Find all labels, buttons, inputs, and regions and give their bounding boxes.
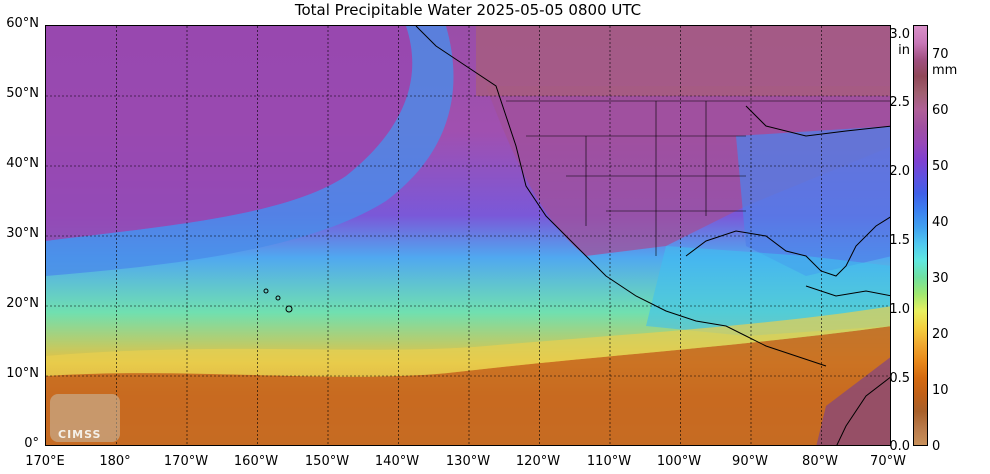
lon-label-150w: 150°W (304, 454, 350, 469)
cbar-in-tick-2-0: 2.0 (889, 164, 910, 179)
cbar-mm-tick-30: 30 (932, 271, 949, 286)
lat-label-40n: 40°N (6, 156, 39, 171)
lat-label-60n: 60°N (6, 16, 39, 31)
cbar-in-tick-2-5: 2.5 (889, 95, 910, 110)
great-lakes-outline (745, 105, 890, 137)
lat-label-10n: 10°N (6, 366, 39, 381)
lat-label-0: 0° (24, 436, 39, 451)
cbar-in-tick-0-0: 0.0 (889, 439, 910, 454)
lon-label-170w: 170°W (163, 454, 209, 469)
gulf-coastline (685, 216, 890, 277)
cbar-mm-tick-70: 70 (932, 47, 949, 62)
hawaii-island-3 (285, 305, 293, 313)
south-america-region (816, 357, 890, 445)
caribbean-outline (805, 285, 890, 297)
continental-dry-region (486, 86, 890, 256)
canada-region (476, 26, 890, 96)
dry-air-region (46, 26, 413, 241)
lon-label-170e: 170°E (25, 454, 65, 469)
map-canvas (46, 26, 890, 445)
cbar-in-tick-0-5: 0.5 (889, 371, 910, 386)
pacific-coastline (415, 26, 827, 367)
lon-label-140w: 140°W (374, 454, 420, 469)
colorbar (913, 25, 928, 446)
eastern-us-moisture (736, 126, 890, 276)
cbar-mm-tick-20: 20 (932, 327, 949, 342)
lon-label-110w: 110°W (586, 454, 632, 469)
lon-label-90w: 90°W (732, 454, 768, 469)
lat-label-20n: 20°N (6, 296, 39, 311)
itcz-wet-band (46, 326, 890, 445)
hawaii-island-2 (275, 295, 281, 301)
cbar-mm-tick-60: 60 (932, 103, 949, 118)
cbar-mm-tick-10: 10 (932, 383, 949, 398)
cimss-logo (50, 394, 120, 442)
cbar-in-tick-1-5: 1.5 (889, 233, 910, 248)
cimss-logo-text: CIMSS (58, 428, 102, 441)
cbar-in-tick-3-0: 3.0 (889, 27, 910, 42)
cbar-in-unit: in (898, 43, 910, 58)
lon-label-120w: 120°W (515, 454, 561, 469)
cbar-mm-tick-50: 50 (932, 159, 949, 174)
lon-label-130w: 130°W (445, 454, 491, 469)
cbar-mm-tick-40: 40 (932, 215, 949, 230)
lon-label-100w: 100°W (656, 454, 702, 469)
gulf-moisture (646, 246, 890, 336)
graticule (46, 26, 890, 445)
cbar-in-tick-1-0: 1.0 (889, 302, 910, 317)
lat-label-50n: 50°N (6, 86, 39, 101)
hawaii-island-1 (263, 288, 269, 294)
map-title: Total Precipitable Water 2025-05-05 0800… (294, 1, 642, 19)
lat-label-30n: 30°N (6, 226, 39, 241)
moisture-band (46, 26, 454, 276)
lon-label-80w: 80°W (802, 454, 838, 469)
south-america-coast (836, 376, 890, 445)
lon-label-160w: 160°W (233, 454, 279, 469)
tropical-transition (46, 306, 890, 377)
lon-label-70w: 70°W (870, 454, 906, 469)
precipitable-water-map[interactable] (45, 25, 891, 446)
political-borders (506, 100, 890, 256)
lon-label-180: 180° (99, 454, 131, 469)
cbar-mm-unit: mm (932, 63, 958, 78)
cbar-mm-tick-0: 0 (932, 439, 941, 454)
